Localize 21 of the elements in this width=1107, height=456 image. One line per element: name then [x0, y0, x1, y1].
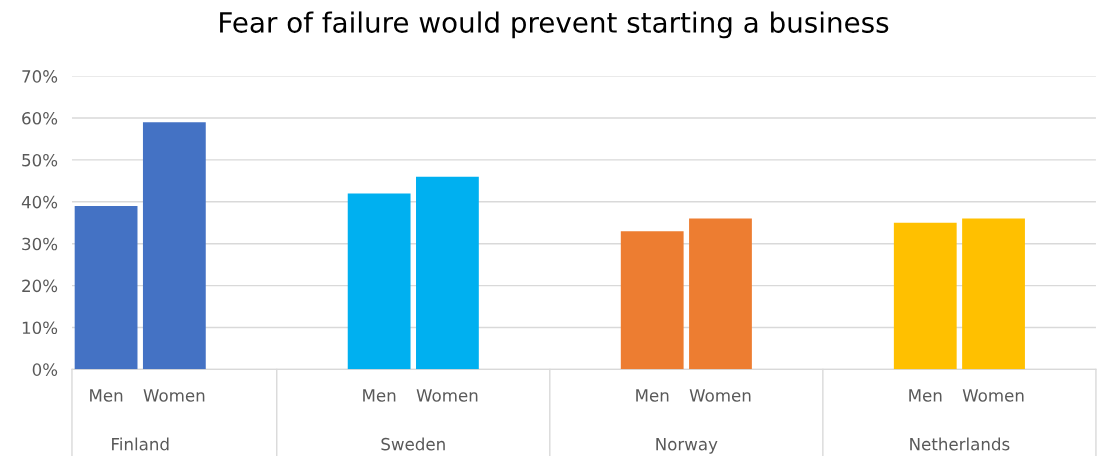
y-tick-label: 70% [22, 70, 58, 83]
y-tick-label: 30% [22, 237, 58, 251]
x-tick-label: Women [689, 389, 751, 402]
text: Norway [656, 438, 718, 454]
chart-title: Fear of failure would prevent starting a business [220, 11, 889, 39]
y-tick-label: 40% [21, 195, 58, 209]
y-tick-label: 10% [22, 321, 58, 335]
x-tick-label: Women [416, 389, 478, 402]
x-tick-label: Men [90, 389, 123, 402]
x-tick-label: Women [143, 389, 205, 402]
x-tick-label: Men [363, 389, 396, 402]
text: Netherlands [910, 437, 1010, 451]
x-tick-label: Women [962, 389, 1024, 402]
text: Finland [112, 437, 169, 451]
y-tick-label: 20% [22, 279, 58, 293]
text: Sweden [381, 437, 445, 451]
x-tick-label: Men [909, 389, 942, 402]
y-tick-label: 50% [22, 153, 58, 167]
y-tick-label: 0% [32, 363, 58, 376]
y-tick-label: 60% [22, 112, 58, 125]
x-tick-label: Men [636, 389, 669, 402]
